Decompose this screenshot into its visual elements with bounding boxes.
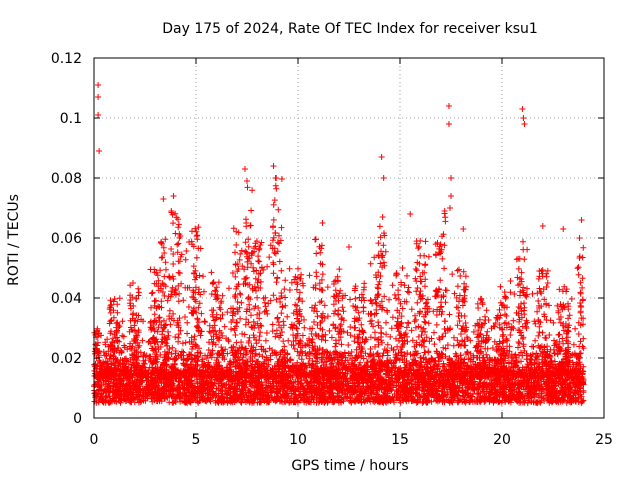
y-axis-label: ROTI / TECUs bbox=[6, 194, 22, 286]
scatter-point-outlier bbox=[448, 175, 454, 181]
scatter-point-outlier bbox=[407, 211, 414, 217]
scatter-point-outlier bbox=[448, 193, 454, 199]
scatter-point-outlier bbox=[380, 175, 387, 181]
scatter-point-outlier bbox=[378, 154, 385, 160]
x-tick-label: 20 bbox=[493, 432, 511, 448]
y-tick-label: 0.12 bbox=[51, 51, 82, 67]
x-tick-label: 0 bbox=[90, 432, 99, 448]
scatter-point-outlier bbox=[521, 121, 528, 127]
y-tick-label: 0.02 bbox=[51, 351, 82, 367]
scatter-point-outlier bbox=[346, 244, 352, 250]
scatter-point-outlier bbox=[520, 115, 527, 121]
x-tick-label: 5 bbox=[192, 432, 201, 448]
scatter-point-outlier bbox=[241, 166, 248, 172]
scatter-point-outlier bbox=[244, 178, 250, 184]
scatter-point-outlier bbox=[560, 226, 567, 232]
scatter-point-outlier bbox=[446, 205, 453, 211]
axis-ticks: 0 5 10 15 20 25 0 0.02 0.04 0.06 0.08 0.1 0.12 bbox=[51, 51, 613, 448]
scatter-point-outlier bbox=[270, 163, 277, 169]
chart-title: Day 175 of 2024, Rate Of TEC Index for r… bbox=[162, 21, 538, 37]
scatter-point-outlier bbox=[95, 112, 102, 118]
y-tick-label: 0 bbox=[73, 411, 82, 427]
scatter-point-outlier bbox=[272, 175, 279, 181]
scatter-point-outlier bbox=[319, 220, 326, 226]
y-tick-label: 0.08 bbox=[51, 171, 82, 187]
y-tick-label: 0.06 bbox=[51, 231, 82, 247]
scatter-point-outlier bbox=[539, 223, 546, 229]
x-tick-label: 10 bbox=[289, 432, 307, 448]
scatter-point-outlier bbox=[160, 196, 167, 202]
scatter-point-outlier bbox=[95, 82, 102, 88]
y-tick-label: 0.1 bbox=[60, 111, 82, 127]
scatter-point-outlier bbox=[95, 94, 102, 100]
x-tick-label: 25 bbox=[595, 432, 613, 448]
scatter-point-outlier bbox=[445, 103, 452, 109]
scatter-point-cloud bbox=[91, 175, 587, 406]
data-points bbox=[91, 82, 587, 406]
scatter-point-outlier bbox=[460, 226, 467, 232]
scatter-point-outlier bbox=[379, 214, 386, 220]
scatter-point-outlier bbox=[96, 148, 103, 154]
x-tick-label: 15 bbox=[391, 432, 409, 448]
scatter-point-outlier bbox=[445, 121, 452, 127]
scatter-point-outlier bbox=[519, 106, 526, 112]
scatter-point-outlier bbox=[170, 193, 177, 199]
scatter-point-outlier bbox=[576, 235, 583, 241]
scatter-point-outlier bbox=[578, 217, 585, 223]
x-axis-label: GPS time / hours bbox=[291, 458, 408, 474]
y-tick-label: 0.04 bbox=[51, 291, 82, 307]
